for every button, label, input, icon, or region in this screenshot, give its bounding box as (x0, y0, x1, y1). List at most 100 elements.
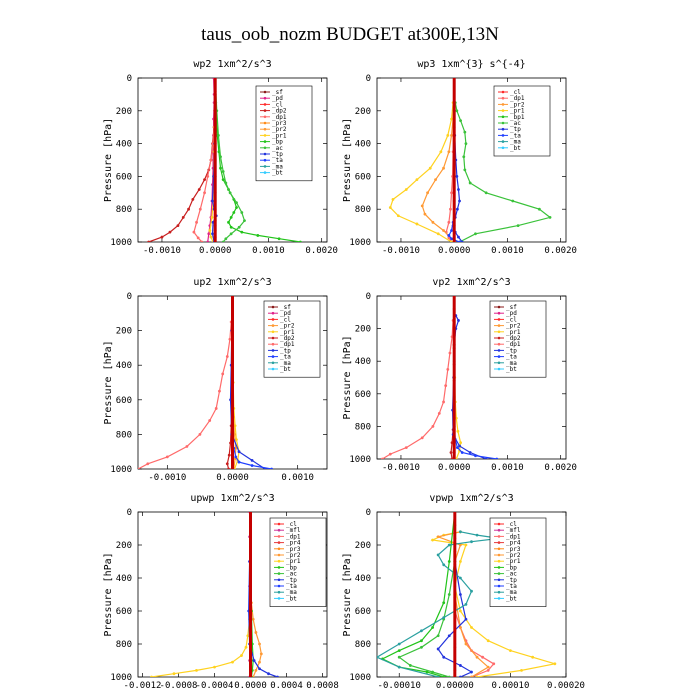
legend-label: _pr2 (286, 552, 301, 559)
legend-label: _pr3 (272, 120, 287, 127)
y-tick-label: 1000 (110, 673, 132, 683)
legend-label: _bp1 (510, 114, 525, 121)
legend-marker (497, 559, 501, 563)
legend-marker (271, 330, 275, 334)
series-point-dp1 (225, 355, 229, 358)
series-line-pr2 (421, 102, 455, 240)
series-point-dp1 (221, 372, 225, 376)
series-point-dp1 (437, 411, 441, 415)
legend-marker (277, 578, 281, 582)
series-point-ac (219, 155, 222, 159)
series-group (147, 78, 302, 242)
legend-marker (271, 355, 275, 358)
series-point-ac (474, 232, 477, 236)
x-tick-label: 0.0008 (306, 681, 339, 691)
series-point-pr1 (213, 665, 216, 669)
y-axis-label: Pressure [hPa] (103, 118, 114, 202)
series-point-bp (277, 237, 281, 241)
y-tick-label: 1000 (349, 238, 371, 248)
legend-label: _pr1 (506, 329, 521, 336)
x-tick-label: 0.0000 (234, 681, 267, 691)
legend-marker (263, 96, 267, 100)
x-tick-label: 0.00020 (547, 681, 585, 691)
legend-label: _tp (510, 126, 521, 133)
series-point-ac (484, 191, 488, 195)
y-tick-label: 0 (127, 508, 132, 518)
y-tick-label: 800 (355, 640, 371, 650)
panel-title: upwp 1xm^2/s^3 (190, 493, 274, 504)
series-point-dp1 (380, 457, 384, 459)
series-point-ma (475, 533, 479, 537)
series-point-bp (235, 206, 238, 209)
legend-label: _cl (510, 89, 521, 96)
series-line-dp1 (138, 321, 232, 469)
series-point-ta (447, 234, 451, 237)
y-tick-label: 800 (116, 205, 132, 215)
x-tick-label: -0.0010 (382, 246, 420, 256)
series-point-dp1 (486, 669, 490, 672)
series-point-pr1 (415, 222, 419, 226)
legend-marker (501, 134, 505, 137)
series-point-ma (436, 553, 440, 557)
series-point-dp2 (227, 453, 231, 457)
legend-label: _ma (510, 139, 521, 146)
series-point-tp (258, 667, 261, 671)
series-point-dp1 (492, 662, 496, 666)
series-point-ma (470, 589, 473, 593)
x-tick-label: -0.00010 (378, 681, 421, 691)
legend-label: _cl (506, 316, 517, 323)
y-tick-label: 400 (116, 574, 132, 584)
legend-label: _ta (272, 157, 283, 164)
series-point-ta (450, 229, 453, 232)
series-point-pr2 (254, 669, 258, 672)
series-point-ac (224, 237, 228, 241)
legend-label: _bt (510, 145, 521, 152)
plot-frame (137, 77, 328, 243)
legend-marker (497, 572, 501, 575)
legend-label: _pr3 (286, 546, 301, 553)
legend-label: _ta (510, 132, 521, 139)
series-point-ta (455, 446, 459, 449)
y-tick-label: 200 (355, 107, 371, 117)
legend-marker (501, 90, 505, 94)
y-tick-label: 800 (116, 430, 132, 440)
series-point-pr1 (439, 150, 443, 154)
legend-marker (497, 584, 501, 588)
series-point-tp (442, 655, 446, 659)
panel-title: up2 1xm^2/s^3 (193, 277, 271, 288)
legend-marker (501, 103, 505, 106)
y-tick-label: 200 (116, 107, 132, 117)
y-tick-label: 0 (366, 74, 371, 84)
legend-label: _pr1 (506, 558, 521, 565)
series-point-pr1 (208, 229, 212, 232)
series-point-dp1 (442, 400, 445, 404)
x-tick-label: 0.0010 (491, 463, 524, 473)
series-point-tp (267, 672, 270, 676)
legend-label: _ma (506, 589, 517, 596)
legend-marker (277, 597, 281, 600)
legend-marker (263, 103, 267, 106)
series-point-bp (442, 601, 446, 605)
legend-marker (497, 349, 501, 352)
series-point-dp1 (446, 367, 450, 371)
x-tick-label: -0.0010 (148, 473, 186, 483)
legend-label: _ac (506, 571, 517, 578)
series-point-pr1 (458, 560, 462, 563)
legend-marker (501, 109, 505, 112)
legend-marker (277, 535, 281, 538)
series-point-tp (457, 235, 460, 239)
series-point-bp (420, 639, 423, 643)
series-point-ac (224, 181, 228, 185)
legend-marker (501, 127, 505, 131)
y-tick-label: 1000 (349, 455, 371, 465)
series-point-pr2 (450, 134, 453, 137)
legend-label: _pd (506, 310, 517, 317)
chart-panel-5: vpwp 1xm^2/s^3 Pressure [hPa] 0 200 400 600 80… (342, 493, 585, 691)
series-point-ac (235, 201, 238, 205)
series-point-ac (436, 634, 440, 638)
series-line-ma (377, 531, 500, 677)
legend-label: _dp2 (272, 108, 287, 115)
series-point-tp (458, 444, 461, 448)
series-point-ac (462, 155, 466, 159)
legend-label: _ta (506, 354, 517, 361)
